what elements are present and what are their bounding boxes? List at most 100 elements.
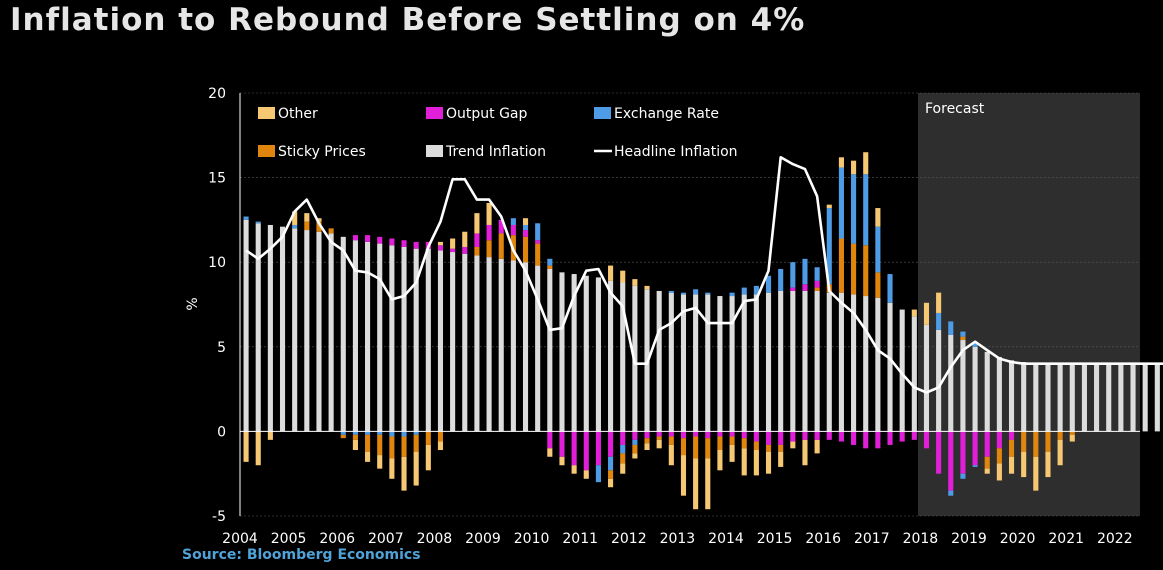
bar-other-negative: [389, 458, 395, 479]
bar-trend-inflation: [875, 297, 881, 432]
bar-output-gap-negative: [583, 431, 589, 471]
bar-trend-inflation: [474, 255, 480, 432]
bar-exchange-rate: [790, 262, 796, 288]
bar-other-negative: [437, 441, 444, 451]
legend-swatch-exchange-rate: [594, 107, 611, 119]
bar-sticky-prices-negative: [1057, 431, 1063, 440]
bar-trend-inflation: [680, 294, 687, 432]
legend-swatch-trend-inflation: [426, 145, 443, 157]
bar-output-gap-negative: [644, 431, 650, 439]
bar-other-negative: [632, 453, 638, 459]
bar-sticky-prices-negative: [608, 470, 614, 479]
bar-sticky-prices-negative: [778, 444, 784, 452]
bar-other: [875, 208, 881, 227]
bar-exchange-rate-negative: [632, 439, 638, 445]
bar-other: [863, 152, 869, 175]
bar-trend-inflation: [292, 228, 298, 432]
legend-swatch-other: [258, 107, 275, 119]
bar-output-gap: [814, 280, 820, 288]
bar-trend-inflation: [705, 294, 711, 432]
bar-trend-inflation: [316, 231, 322, 432]
headline-inflation-line: [245, 156, 1163, 394]
bar-output-gap: [802, 284, 808, 291]
bar-output-gap-negative: [595, 431, 601, 466]
bar-output-gap: [498, 219, 504, 234]
bar-exchange-rate: [778, 268, 784, 291]
bar-other: [826, 204, 832, 209]
bar-trend-inflation: [401, 246, 407, 432]
bar-trend-inflation: [620, 282, 626, 432]
bar-sticky-prices-negative: [680, 438, 687, 456]
bar-other-negative: [814, 439, 820, 454]
bar-output-gap-negative: [668, 431, 674, 437]
bar-trend-inflation: [693, 294, 699, 432]
bar-exchange-rate-negative: [948, 490, 954, 496]
bar-sticky-prices: [328, 228, 334, 234]
bar-output-gap-negative: [851, 431, 857, 445]
bar-trend-inflation: [522, 262, 529, 432]
bar-other-negative: [656, 439, 662, 449]
bar-other: [486, 202, 492, 225]
x-tick-label: 2018: [903, 531, 939, 547]
bar-other-negative: [741, 448, 747, 476]
bar-other-negative: [583, 470, 589, 479]
bar-trend-inflation: [535, 265, 541, 432]
bar-trend-inflation: [1154, 363, 1160, 432]
bar-exchange-rate: [255, 221, 261, 224]
x-tick-label: 2015: [757, 531, 793, 547]
y-axis-label: %: [185, 297, 201, 310]
bar-other-negative: [377, 455, 383, 469]
bar-exchange-rate: [960, 331, 966, 337]
bar-trend-inflation: [729, 296, 735, 432]
bar-other-negative: [680, 455, 687, 496]
bar-other-negative: [425, 444, 431, 471]
bar-trend-inflation: [1045, 363, 1051, 432]
bar-output-gap: [401, 240, 407, 247]
bar-sticky-prices: [316, 221, 322, 232]
bar-other: [936, 292, 942, 313]
bar-trend-inflation: [1130, 363, 1136, 432]
bar-trend-inflation: [960, 340, 966, 432]
bar-output-gap-negative: [863, 431, 869, 449]
bar-sticky-prices-negative: [365, 434, 371, 452]
bar-exchange-rate-negative: [365, 431, 371, 435]
bar-exchange-rate-negative: [620, 444, 626, 454]
bar-trend-inflation: [863, 296, 869, 432]
bar-trend-inflation: [923, 324, 930, 432]
bar-trend-inflation: [778, 290, 784, 432]
y-tick-label: 10: [208, 255, 226, 271]
bar-sticky-prices: [851, 243, 857, 295]
forecast-region: [918, 93, 1140, 516]
bar-output-gap-negative: [996, 431, 1002, 449]
bar-trend-inflation: [267, 224, 273, 432]
bar-trend-inflation: [996, 356, 1002, 432]
bar-other-negative: [1033, 456, 1039, 491]
bar-sticky-prices: [474, 246, 480, 256]
bar-output-gap-negative: [753, 431, 759, 442]
bar-sticky-prices-negative: [765, 444, 772, 452]
bar-trend-inflation: [668, 292, 674, 432]
bar-exchange-rate-negative: [595, 465, 601, 483]
bar-exchange-rate: [547, 258, 553, 266]
y-tick-label: 5: [217, 340, 226, 356]
bar-trend-inflation: [717, 296, 723, 432]
bar-trend-inflation: [255, 223, 261, 432]
bar-exchange-rate: [838, 167, 844, 239]
legend-label-other: Other: [278, 106, 318, 122]
bar-output-gap-negative: [911, 431, 917, 440]
bar-exchange-rate: [693, 289, 699, 295]
bar-output-gap: [522, 230, 529, 237]
bar-trend-inflation: [1069, 363, 1075, 432]
bar-exchange-rate: [948, 321, 954, 335]
bar-sticky-prices-negative: [425, 431, 431, 445]
bar-exchange-rate-negative: [608, 456, 614, 471]
bar-trend-inflation: [304, 230, 310, 432]
x-tick-label: 2007: [368, 531, 404, 547]
bar-output-gap: [389, 238, 395, 246]
bar-trend-inflation: [340, 236, 346, 432]
bar-output-gap-negative: [887, 431, 893, 445]
bar-sticky-prices-negative: [1033, 431, 1039, 457]
bar-trend-inflation: [1021, 362, 1027, 432]
bar-exchange-rate: [705, 292, 711, 295]
